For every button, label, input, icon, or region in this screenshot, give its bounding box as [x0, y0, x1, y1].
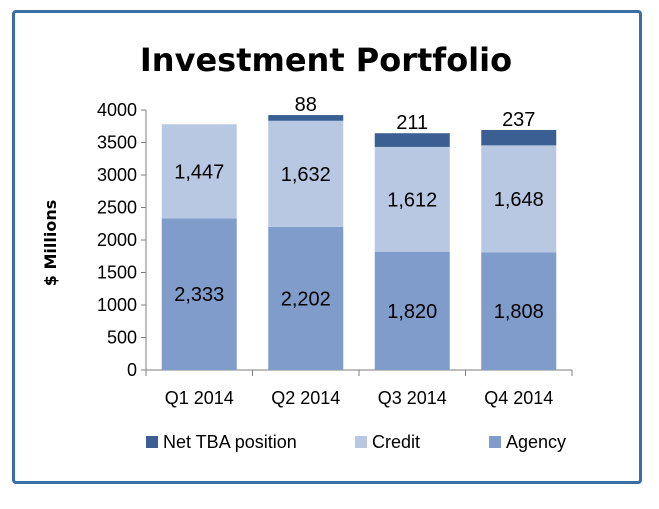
bar-agency	[268, 226, 344, 370]
y-tick-label: 2500	[97, 198, 137, 218]
y-axis-label: $ Millions	[41, 200, 60, 286]
data-label: 211	[396, 112, 428, 134]
bar-credit	[268, 120, 344, 227]
data-label: 2,333	[174, 284, 224, 306]
bar-net-tba-position	[481, 129, 557, 146]
bar-agency	[161, 218, 237, 370]
data-label: 237	[502, 109, 535, 131]
legend-item: Credit	[355, 432, 420, 452]
bar-net-tba-position	[374, 133, 450, 147]
y-tick-label: 3500	[97, 133, 137, 153]
legend-label: Agency	[506, 432, 566, 452]
bar-agency	[374, 251, 450, 370]
x-tick-label: Q1 2014	[165, 388, 234, 408]
bar-credit	[481, 145, 557, 253]
data-label: 2,202	[281, 288, 331, 310]
y-tick-label: 2000	[97, 230, 137, 250]
legend-swatch	[489, 436, 501, 448]
bar-agency	[481, 252, 557, 370]
data-label: 88	[295, 94, 317, 116]
legend-swatch	[146, 436, 158, 448]
x-tick-label: Q3 2014	[378, 388, 447, 408]
y-tick-label: 1000	[97, 295, 137, 315]
legend-swatch	[355, 436, 367, 448]
y-tick-label: 4000	[97, 100, 137, 120]
x-tick-label: Q2 2014	[271, 388, 340, 408]
legend-label: Credit	[372, 432, 420, 452]
chart-title: Investment Portfolio	[140, 41, 512, 79]
y-tick-label: 0	[127, 360, 137, 380]
data-label: 1,648	[494, 189, 544, 211]
data-label: 1,612	[387, 189, 437, 211]
legend: Net TBA position Credit Agency	[146, 432, 566, 452]
data-label: 1,632	[281, 164, 331, 186]
y-tick-label: 500	[107, 328, 137, 348]
bar-credit	[374, 146, 450, 252]
data-label: 1,820	[387, 301, 437, 323]
y-tick-label: 3000	[97, 165, 137, 185]
data-label: 1,808	[494, 301, 544, 323]
y-tick-label: 1500	[97, 263, 137, 283]
bar-credit	[161, 124, 237, 219]
legend-label: Net TBA position	[163, 432, 297, 452]
x-tick-label: Q4 2014	[484, 388, 553, 408]
legend-item: Agency	[489, 432, 566, 452]
legend-item: Net TBA position	[146, 432, 297, 452]
bar-net-tba-position	[268, 115, 344, 121]
plot-area: 0 500 1000 1500 2000 2500 3000 3500 4000 2,333 1,4…	[97, 94, 573, 408]
data-label: 1,447	[174, 161, 224, 183]
